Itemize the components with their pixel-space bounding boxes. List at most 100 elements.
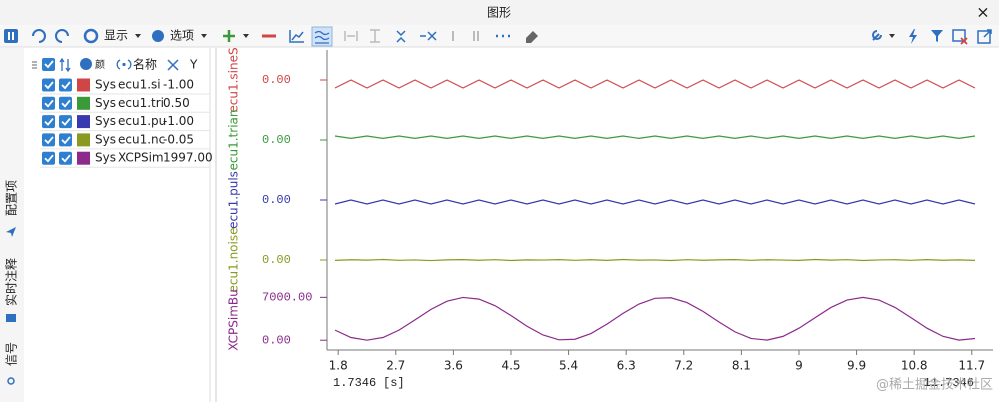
table-cell: XCPSim [118,151,164,165]
y-axis-label: ecu1.puls [227,171,241,229]
table-cell: ecu1.si [118,78,161,92]
close-button[interactable]: × [976,3,989,22]
check [44,154,54,163]
table-cell: -1.00 [163,78,194,92]
y-tick-label: 0.00 [262,253,291,267]
trace [334,79,976,89]
side-tab[interactable]: 信号 [5,342,19,366]
x-tick-label: 7.2 [674,359,693,373]
sort-icon[interactable] [59,57,71,73]
x-tick-label: 2.7 [386,359,405,373]
x-tick-label: 10.8 [901,359,928,373]
zoom-buttons[interactable] [396,30,437,43]
chart-button[interactable] [289,30,304,43]
check [61,154,71,163]
row-checkbox[interactable] [59,115,72,129]
trace [334,258,976,262]
check [61,99,71,108]
side-tab-strip [0,48,24,402]
color-swatch[interactable] [77,115,90,129]
select-all-checkbox[interactable] [42,58,55,71]
x-tick-label: 3.6 [444,359,463,373]
row-checkbox[interactable] [42,78,55,92]
dropdown-arrow[interactable] [201,34,207,38]
check [61,136,71,145]
y-axis-label: XCPSimBu [227,289,241,350]
options-menu[interactable]: 选项 [170,29,194,43]
table-cell: ecu1.pu [118,114,166,128]
x-tick-label: 6.3 [617,359,636,373]
column-header-fragment: 颜 [95,58,105,71]
y-tick-label: 7000.00 [262,291,312,305]
table-cell: Sys [95,151,116,165]
marker-buttons[interactable] [452,31,479,41]
export-button[interactable] [977,30,991,44]
icon [314,30,330,44]
pause-button[interactable] [4,29,18,43]
column-header[interactable]: 名称 [133,57,157,72]
row-checkbox[interactable] [59,151,72,165]
table-cell: Sys [95,114,116,128]
display-menu[interactable]: 显示 [104,29,128,43]
cursor-buttons[interactable] [344,29,380,43]
add-button[interactable] [223,30,235,42]
undo-button[interactable] [32,29,46,43]
check [61,81,71,90]
dropdown-arrow[interactable] [889,34,895,38]
clear-button[interactable] [952,29,966,42]
color-swatch[interactable] [77,133,90,147]
dropdown-arrow[interactable] [135,34,141,38]
color-swatch[interactable] [77,78,90,92]
window-title: 图形 [487,6,511,20]
y-tick-label: 0.00 [262,133,291,147]
table-cell: 0.50 [163,96,190,110]
row-checkbox[interactable] [42,151,55,165]
color-column-icon[interactable] [80,58,92,70]
row-checkbox[interactable] [42,115,55,129]
row-checkbox[interactable] [42,133,55,147]
x-tick-label: 9.9 [847,359,866,373]
row-checkbox[interactable] [59,96,72,110]
x-tick-label: 11.7 [958,359,985,373]
axis-icon [167,59,179,71]
side-tab[interactable]: 实时注释 [4,258,19,306]
trace [334,135,976,140]
x-tick-label: 1.8 [329,359,348,373]
x-start-label: 1.7346 [333,376,376,390]
tab-icon [6,314,16,324]
color-swatch[interactable] [77,96,90,110]
trigger-button[interactable] [909,29,917,44]
trace [334,199,976,205]
x-tick-label: 4.5 [501,359,520,373]
row-checkbox[interactable] [59,78,72,92]
erase-button[interactable] [526,31,538,43]
table-cell: -0.05 [163,132,194,146]
x-tick-label: 8.1 [732,359,751,373]
column-header[interactable]: Y [189,58,198,72]
tools-button[interactable] [872,30,882,41]
display-icon[interactable] [83,28,99,44]
y-axis-label: ecu1.sineS [227,47,241,112]
table-cell: Sys [95,96,116,110]
check [61,118,71,126]
dropdown-arrow[interactable] [243,34,249,38]
icon [960,37,968,45]
redo-button[interactable] [55,29,69,43]
icon [983,29,992,38]
table-cell: 1997.00 [163,151,213,165]
row-checkbox[interactable] [42,96,55,110]
options-icon[interactable] [152,30,164,42]
y-axis-label: ecu1.trian [227,110,241,171]
row-checkbox[interactable] [59,133,72,147]
watermark: @稀土掘金技术社区 [876,377,993,393]
table-cell: ecu1.tri [118,96,164,110]
filter-button[interactable] [931,30,943,42]
check [44,136,54,145]
side-tab[interactable]: 配置项 [5,180,19,216]
table-cell: ecu1.nc [118,132,165,146]
menu-icon[interactable] [32,61,37,69]
table-panel [24,48,214,402]
tab-icon [7,377,15,385]
color-swatch[interactable] [77,151,90,165]
